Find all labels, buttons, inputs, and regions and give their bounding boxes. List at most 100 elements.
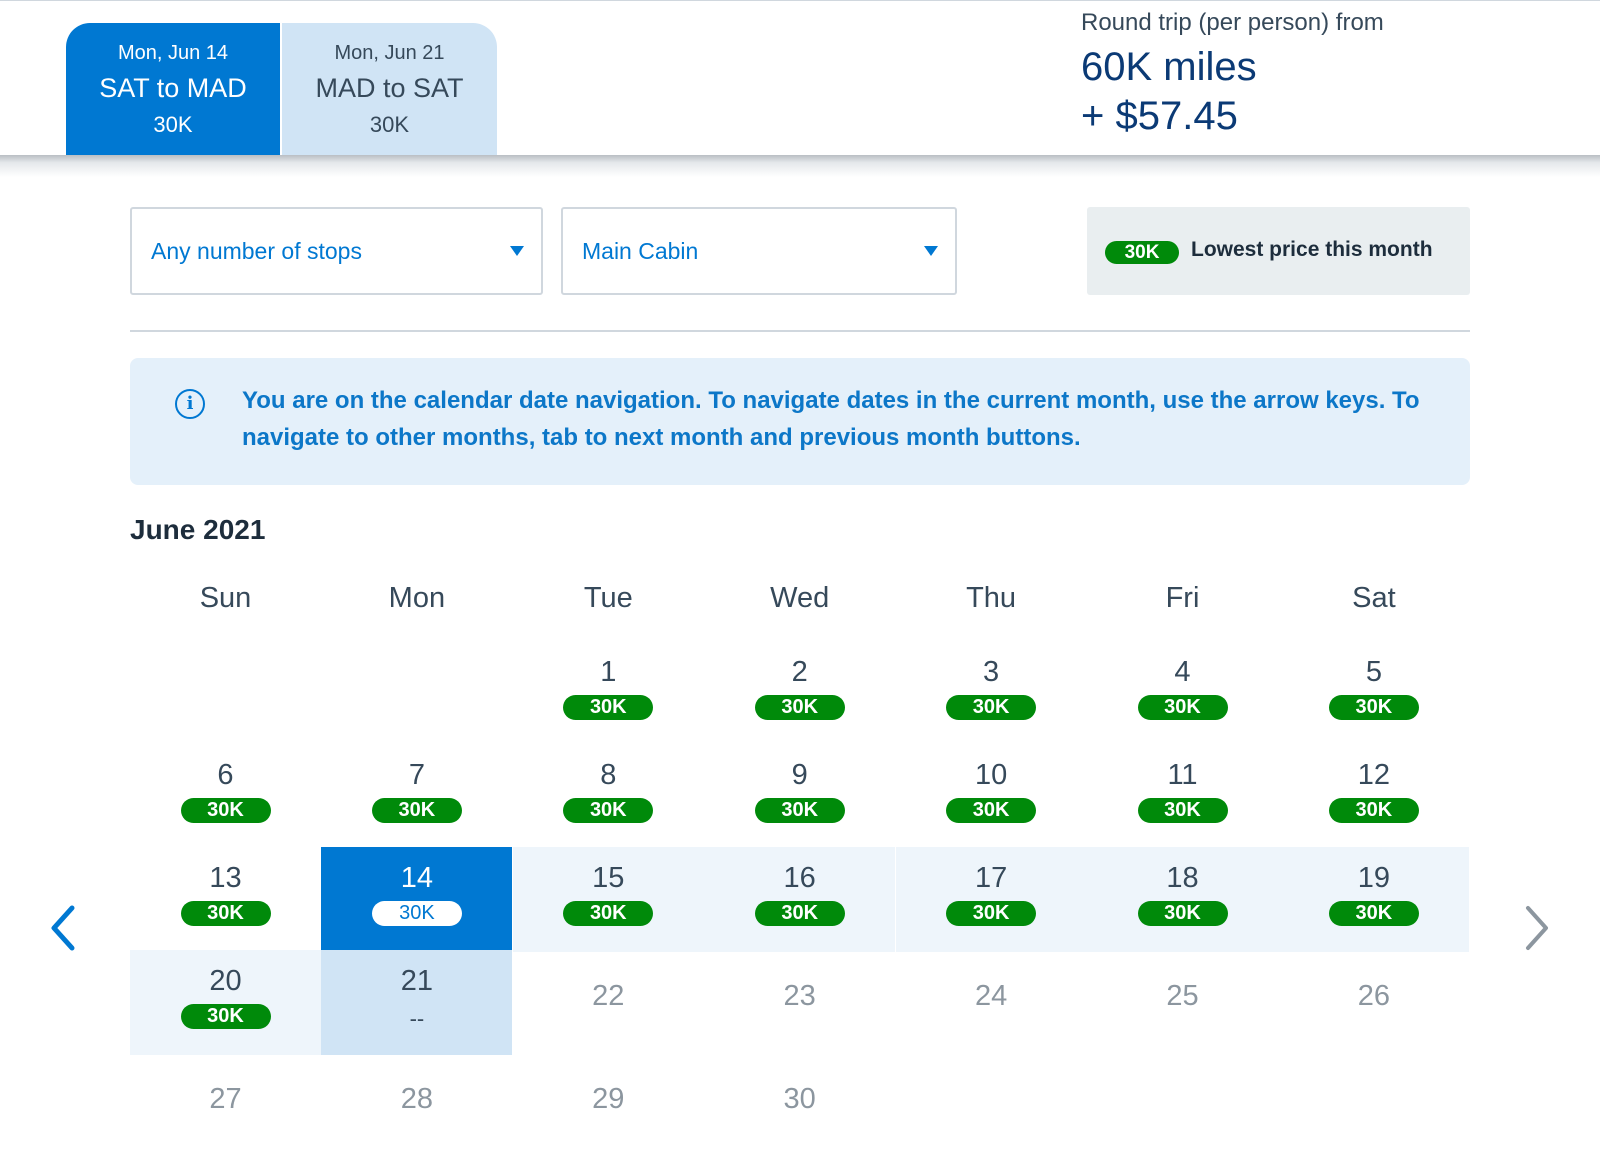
calendar-day-4[interactable]: 4 30K bbox=[1087, 641, 1278, 746]
lowest-price-legend: 30K Lowest price this month bbox=[1087, 207, 1470, 295]
info-icon: i bbox=[175, 389, 205, 419]
day-number: 28 bbox=[400, 1083, 434, 1115]
day-number: 3 bbox=[983, 656, 1000, 688]
day-price-badge: 30K bbox=[946, 901, 1037, 926]
next-month-button[interactable] bbox=[1516, 898, 1556, 958]
day-number: 2 bbox=[791, 656, 808, 688]
day-number: 10 bbox=[974, 759, 1008, 791]
day-price-badge: 30K bbox=[754, 695, 845, 720]
caret-down-icon bbox=[924, 246, 938, 256]
day-number: 8 bbox=[600, 759, 617, 791]
day-number: 14 bbox=[400, 862, 434, 894]
weekday-header: Sun bbox=[199, 582, 252, 614]
day-price-unavailable: -- bbox=[409, 1006, 425, 1031]
calendar-day-14[interactable]: 14 30K bbox=[321, 847, 513, 952]
cabin-select[interactable]: Main Cabin bbox=[561, 207, 957, 295]
weekday-header: Sat bbox=[1352, 582, 1396, 614]
day-price-badge: 30K bbox=[1137, 695, 1228, 720]
day-price-badge: 30K bbox=[1328, 798, 1419, 823]
calendar-day-15[interactable]: 15 30K bbox=[512, 847, 704, 952]
day-price-badge: 30K bbox=[1328, 901, 1419, 926]
calendar-day-16[interactable]: 16 30K bbox=[704, 847, 896, 952]
tab-outbound-route: SAT to MAD bbox=[99, 73, 247, 103]
calendar-day-22: 22 bbox=[513, 950, 704, 1055]
tab-outbound-price: 30K bbox=[153, 112, 193, 137]
tab-outbound-date: Mon, Jun 14 bbox=[117, 42, 229, 64]
day-price-badge: 30K bbox=[563, 798, 654, 823]
day-number: 11 bbox=[1167, 759, 1198, 791]
day-price-badge: 30K bbox=[1137, 901, 1228, 926]
calendar-day-21[interactable]: 21 -- bbox=[321, 950, 513, 1055]
calendar-day-24: 24 bbox=[896, 950, 1087, 1055]
day-price-badge: 30K bbox=[563, 695, 654, 720]
day-number: 19 bbox=[1357, 862, 1391, 894]
weekday-header: Fri bbox=[1165, 582, 1200, 614]
day-price-badge: 30K bbox=[946, 798, 1037, 823]
day-number: 5 bbox=[1365, 656, 1382, 688]
calendar-day-13[interactable]: 13 30K bbox=[130, 847, 321, 952]
tab-return-route: MAD to SAT bbox=[315, 73, 464, 103]
legend-text: Lowest price this month bbox=[1191, 238, 1433, 261]
day-number: 18 bbox=[1166, 862, 1199, 894]
day-number: 15 bbox=[592, 862, 625, 894]
calendar-day-11[interactable]: 11 30K bbox=[1087, 744, 1278, 849]
calendar-day-7[interactable]: 7 30K bbox=[321, 744, 512, 849]
calendar-day-20[interactable]: 20 30K bbox=[130, 950, 321, 1055]
divider bbox=[130, 330, 1470, 332]
day-number: 25 bbox=[1166, 980, 1199, 1012]
calendar-day-17[interactable]: 17 30K bbox=[895, 847, 1087, 952]
weekday-header: Wed bbox=[770, 582, 830, 614]
tab-return[interactable]: Mon, Jun 21 MAD to SAT 30K bbox=[282, 23, 497, 156]
calendar-day-1[interactable]: 1 30K bbox=[513, 641, 704, 746]
legend-price-badge: 30K bbox=[1105, 241, 1179, 264]
calendar-day-18[interactable]: 18 30K bbox=[1087, 847, 1278, 952]
day-number: 13 bbox=[209, 862, 242, 894]
calendar-day-25: 25 bbox=[1087, 950, 1278, 1055]
day-number: 21 bbox=[400, 965, 434, 997]
calendar-day-12[interactable]: 12 30K bbox=[1278, 744, 1469, 849]
trip-price-cash: + $57.45 bbox=[1081, 94, 1238, 138]
calendar-day-6[interactable]: 6 30K bbox=[130, 744, 321, 849]
day-number: 6 bbox=[217, 759, 234, 791]
day-price-badge: 30K bbox=[371, 798, 462, 823]
weekday-header: Mon bbox=[388, 582, 446, 614]
stops-select[interactable]: Any number of stops bbox=[130, 207, 543, 295]
tab-outbound[interactable]: Mon, Jun 14 SAT to MAD 30K bbox=[66, 23, 280, 156]
weekday-header: Thu bbox=[966, 582, 1017, 614]
tab-return-date: Mon, Jun 21 bbox=[334, 42, 445, 64]
day-number: 26 bbox=[1357, 980, 1391, 1012]
day-number: 24 bbox=[974, 980, 1008, 1012]
weekday-header: Tue bbox=[583, 582, 633, 614]
tab-return-price: 30K bbox=[369, 112, 410, 137]
day-number: 30 bbox=[783, 1083, 816, 1115]
previous-month-button[interactable] bbox=[44, 898, 84, 958]
calendar-day-19[interactable]: 19 30K bbox=[1278, 847, 1470, 952]
calendar-day-29: 29 bbox=[513, 1053, 704, 1158]
calendar-day-2[interactable]: 2 30K bbox=[704, 641, 895, 746]
day-price-badge: 30K bbox=[563, 901, 654, 926]
calendar-month-title: June 2021 bbox=[130, 514, 266, 545]
day-number: 4 bbox=[1174, 656, 1191, 688]
calendar-day-30: 30 bbox=[704, 1053, 895, 1158]
chevron-right-icon bbox=[1526, 906, 1548, 950]
day-number: 1 bbox=[600, 656, 617, 688]
calendar-day-9[interactable]: 9 30K bbox=[704, 744, 895, 849]
day-number: 29 bbox=[592, 1083, 625, 1115]
calendar-day-5[interactable]: 5 30K bbox=[1278, 641, 1469, 746]
day-price-badge: 30K bbox=[946, 695, 1037, 720]
calendar-day-3[interactable]: 3 30K bbox=[896, 641, 1087, 746]
calendar-day-23: 23 bbox=[704, 950, 895, 1055]
day-price-badge: 30K bbox=[1328, 695, 1419, 720]
trip-price-miles: 60K miles bbox=[1081, 45, 1257, 89]
day-price-badge: 30K bbox=[371, 901, 462, 926]
day-number: 22 bbox=[592, 980, 625, 1012]
day-number: 20 bbox=[209, 965, 242, 997]
cabin-select-value: Main Cabin bbox=[582, 238, 699, 264]
calendar-day-8[interactable]: 8 30K bbox=[513, 744, 704, 849]
day-price-badge: 30K bbox=[180, 1004, 271, 1029]
calendar-day-27: 27 bbox=[130, 1053, 321, 1158]
calendar-day-26: 26 bbox=[1278, 950, 1469, 1055]
calendar-day-28: 28 bbox=[321, 1053, 512, 1158]
calendar-day-10[interactable]: 10 30K bbox=[896, 744, 1087, 849]
stops-select-value: Any number of stops bbox=[151, 238, 362, 264]
